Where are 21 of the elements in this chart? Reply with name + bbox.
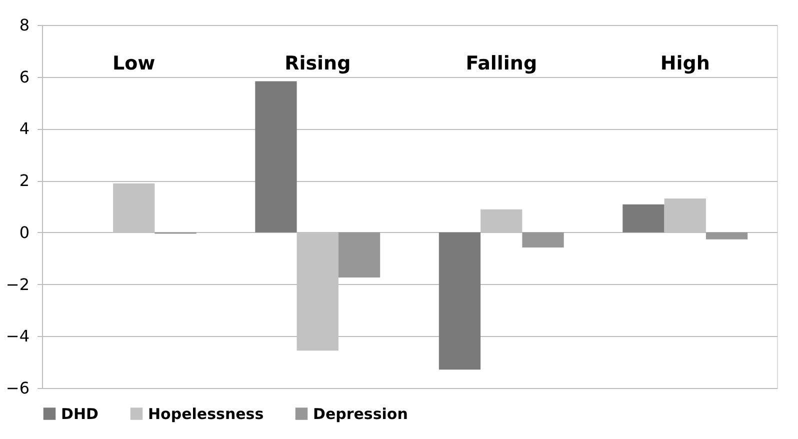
y-tick-label: 8 [19, 16, 30, 34]
x-tick-label: Rising [284, 52, 351, 74]
bar [522, 232, 564, 248]
bar [338, 232, 380, 278]
legend-label: Depression [313, 404, 408, 423]
legend-label: DHD [61, 404, 98, 423]
bar [706, 232, 748, 240]
y-tick-label: 0 [19, 222, 30, 242]
y-tick-label: 6 [19, 67, 30, 86]
y-tick-label: −4 [6, 326, 30, 346]
x-tick-label: Low [112, 52, 156, 74]
x-tick-label: High [660, 52, 710, 74]
y-tick-label: −6 [6, 378, 30, 398]
y-tick-label: 2 [19, 171, 30, 190]
y-tick-label: 4 [19, 119, 30, 138]
y-tick-label: −2 [6, 274, 30, 294]
bar [438, 232, 481, 370]
bar [255, 81, 297, 232]
bar [622, 204, 664, 232]
x-tick-label: Falling [466, 52, 538, 74]
legend-label: Hopelessness [148, 404, 264, 423]
